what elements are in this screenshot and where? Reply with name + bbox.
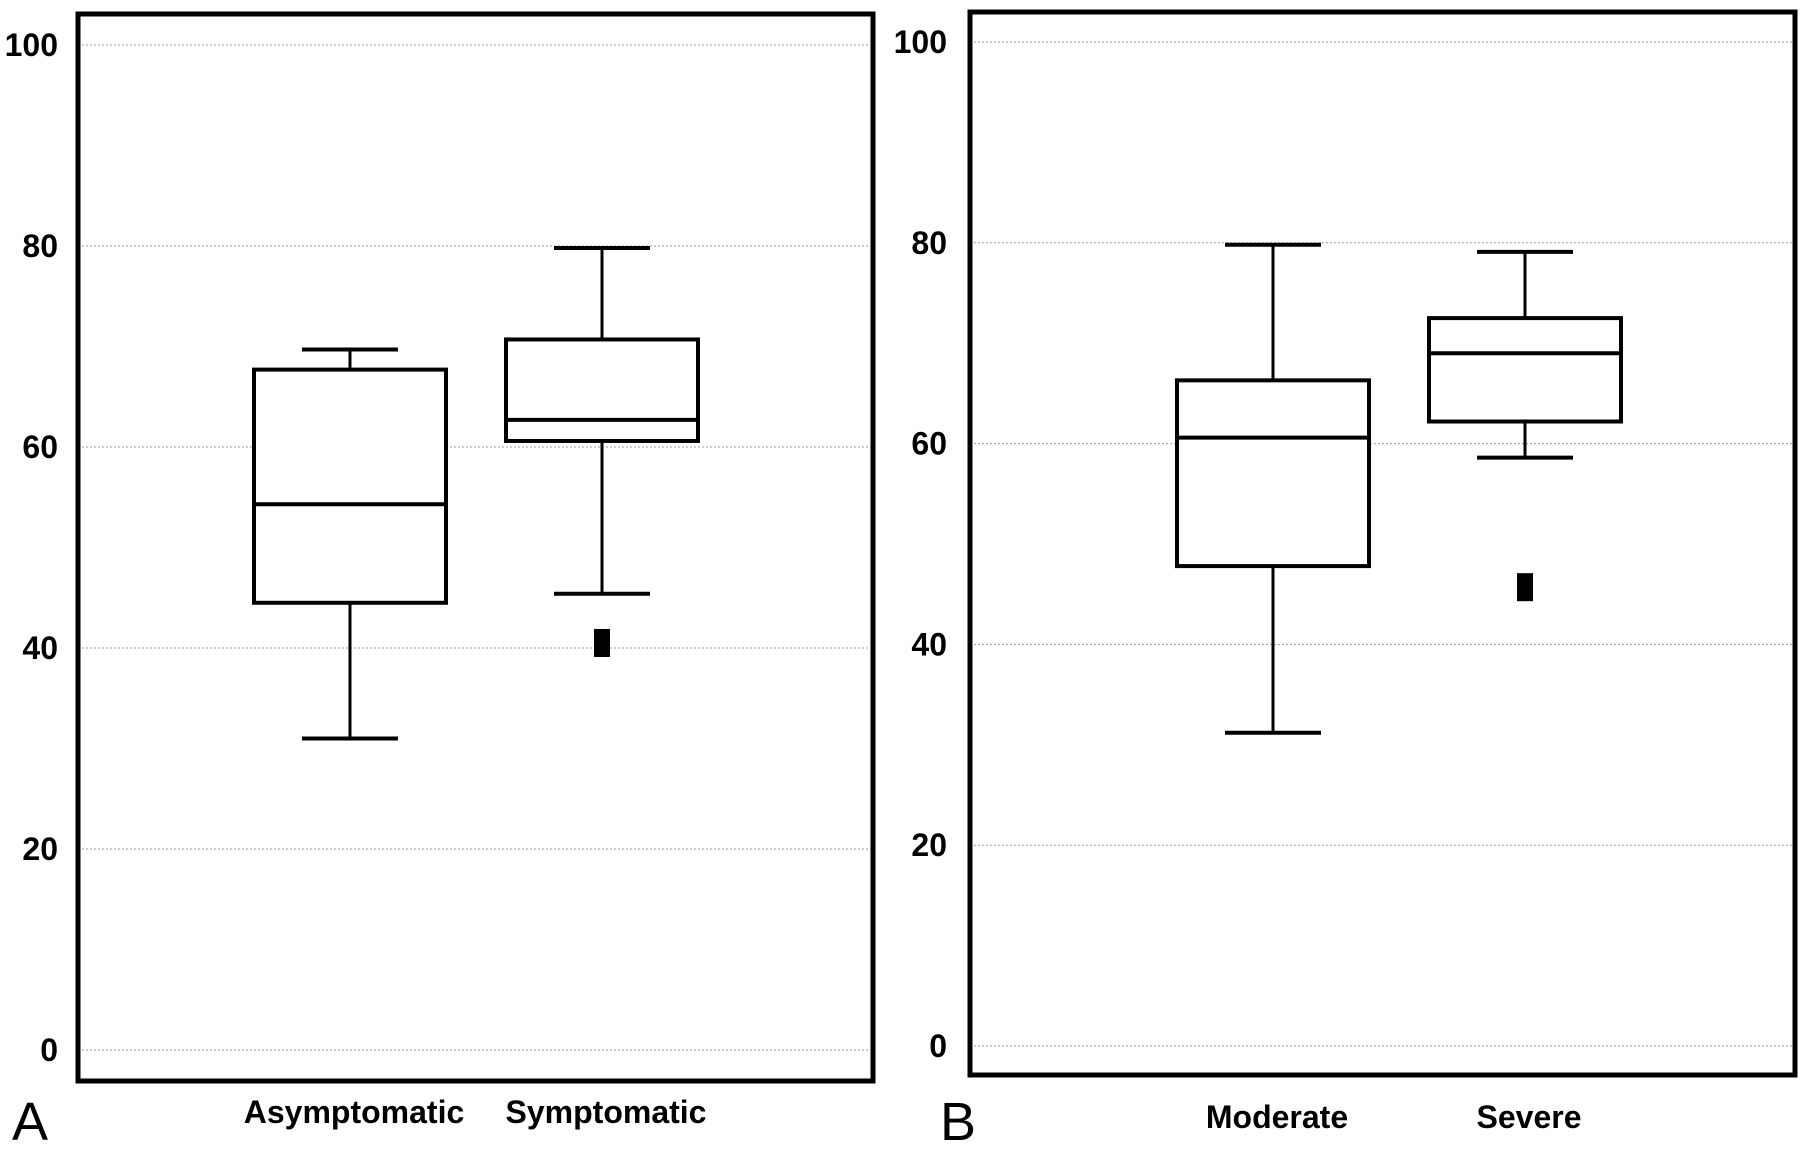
category-label: Asymptomatic xyxy=(244,1094,465,1130)
box-asymptomatic xyxy=(252,347,448,741)
y-tick-label: 80 xyxy=(22,228,58,264)
y-tick-label: 0 xyxy=(929,1028,947,1064)
category-label: Severe xyxy=(1477,1099,1582,1135)
plot-frame xyxy=(75,11,876,1084)
y-tick-label: 60 xyxy=(22,429,58,465)
outlier-point xyxy=(1517,573,1533,602)
y-tick-label: 0 xyxy=(40,1032,58,1068)
outlier-point xyxy=(594,628,610,657)
panel-B: 0 20 40 60 80 100 Moderate Severe B xyxy=(894,9,1798,1149)
y-tick-label: 100 xyxy=(894,24,947,60)
iqr-box xyxy=(1175,378,1371,569)
y-tick-label: 60 xyxy=(911,426,947,462)
box-symptomatic xyxy=(504,246,700,657)
panel-letter: A xyxy=(12,1092,48,1149)
box-severe xyxy=(1427,249,1623,602)
y-tick-label: 100 xyxy=(5,27,58,63)
iqr-box xyxy=(504,337,700,443)
plot-frame xyxy=(967,9,1798,1078)
y-tick-label: 40 xyxy=(22,630,58,666)
iqr-box xyxy=(1427,316,1623,424)
panel-letter: B xyxy=(940,1092,976,1149)
y-tick-label: 40 xyxy=(911,626,947,662)
category-label: Moderate xyxy=(1206,1099,1348,1135)
y-tick-label: 20 xyxy=(22,831,58,867)
y-tick-label: 20 xyxy=(911,827,947,863)
category-label: Symptomatic xyxy=(506,1094,707,1130)
iqr-box xyxy=(252,367,448,605)
y-tick-label: 80 xyxy=(911,225,947,261)
box-moderate xyxy=(1175,242,1371,735)
panel-A: 0 20 40 60 80 100 Asymptomatic Symptomatic A xyxy=(5,11,876,1149)
